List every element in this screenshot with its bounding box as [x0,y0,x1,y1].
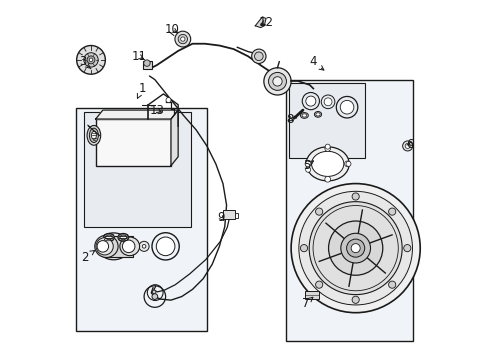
Circle shape [175,31,190,47]
Circle shape [324,145,330,151]
Circle shape [87,56,95,64]
Ellipse shape [142,244,145,248]
Circle shape [350,244,360,253]
Circle shape [325,144,329,149]
Circle shape [388,281,395,288]
Bar [305,291,319,299]
Circle shape [305,167,310,172]
Bar [105,236,132,257]
Text: 13: 13 [149,104,164,117]
Circle shape [328,221,382,275]
Bar [234,213,237,219]
Bar [223,210,235,220]
Ellipse shape [139,241,149,251]
Ellipse shape [95,235,118,257]
Circle shape [180,37,184,41]
Circle shape [272,77,282,86]
Circle shape [89,58,93,62]
Ellipse shape [87,126,101,145]
Circle shape [268,72,286,90]
Ellipse shape [105,235,112,240]
Polygon shape [171,110,178,166]
Circle shape [388,208,395,215]
Text: 1: 1 [137,82,146,98]
Ellipse shape [314,112,321,117]
Circle shape [402,141,412,151]
Circle shape [178,35,187,44]
Ellipse shape [300,113,308,118]
Ellipse shape [91,131,96,139]
Text: 5: 5 [302,159,313,172]
Circle shape [351,193,359,200]
Circle shape [254,52,263,60]
Bar [289,83,364,158]
Circle shape [83,53,98,67]
Text: 7: 7 [301,297,312,310]
Bar [142,61,152,69]
Circle shape [298,191,412,305]
Polygon shape [255,17,265,28]
Circle shape [315,281,322,288]
Ellipse shape [302,114,306,117]
Polygon shape [96,110,178,119]
Text: 6: 6 [405,138,412,150]
Bar [83,112,191,226]
Circle shape [403,244,410,252]
Text: 8: 8 [286,113,293,126]
Circle shape [346,161,350,166]
Ellipse shape [120,237,139,256]
Ellipse shape [305,147,348,181]
Ellipse shape [118,233,128,241]
Circle shape [305,96,315,106]
Text: 12: 12 [258,16,273,29]
Text: 4: 4 [308,55,323,70]
Bar [285,80,412,341]
Circle shape [305,161,310,167]
Ellipse shape [97,240,108,252]
Circle shape [264,68,290,95]
Ellipse shape [315,113,320,116]
Circle shape [344,161,349,167]
Ellipse shape [311,151,343,176]
Ellipse shape [152,294,158,300]
Circle shape [251,49,265,63]
Circle shape [405,143,409,148]
Text: 9: 9 [217,211,224,224]
Circle shape [346,239,364,257]
Circle shape [165,98,171,103]
Circle shape [300,244,307,252]
Circle shape [324,98,331,106]
Circle shape [324,176,330,182]
Circle shape [340,233,370,263]
Text: 10: 10 [164,23,179,36]
Circle shape [156,237,175,256]
Ellipse shape [120,235,126,240]
Ellipse shape [97,233,129,260]
Circle shape [340,100,353,114]
Circle shape [308,202,401,294]
Circle shape [351,296,359,303]
Ellipse shape [89,128,98,143]
Ellipse shape [96,238,113,255]
Bar [76,108,206,330]
Ellipse shape [103,233,114,241]
Text: 2: 2 [81,251,95,264]
Text: 11: 11 [131,50,146,63]
Bar [96,119,171,166]
Circle shape [315,208,322,215]
Ellipse shape [143,60,150,66]
Circle shape [77,45,105,74]
Circle shape [290,184,419,313]
Ellipse shape [152,290,156,294]
Text: 3: 3 [79,55,91,69]
Ellipse shape [122,240,135,253]
